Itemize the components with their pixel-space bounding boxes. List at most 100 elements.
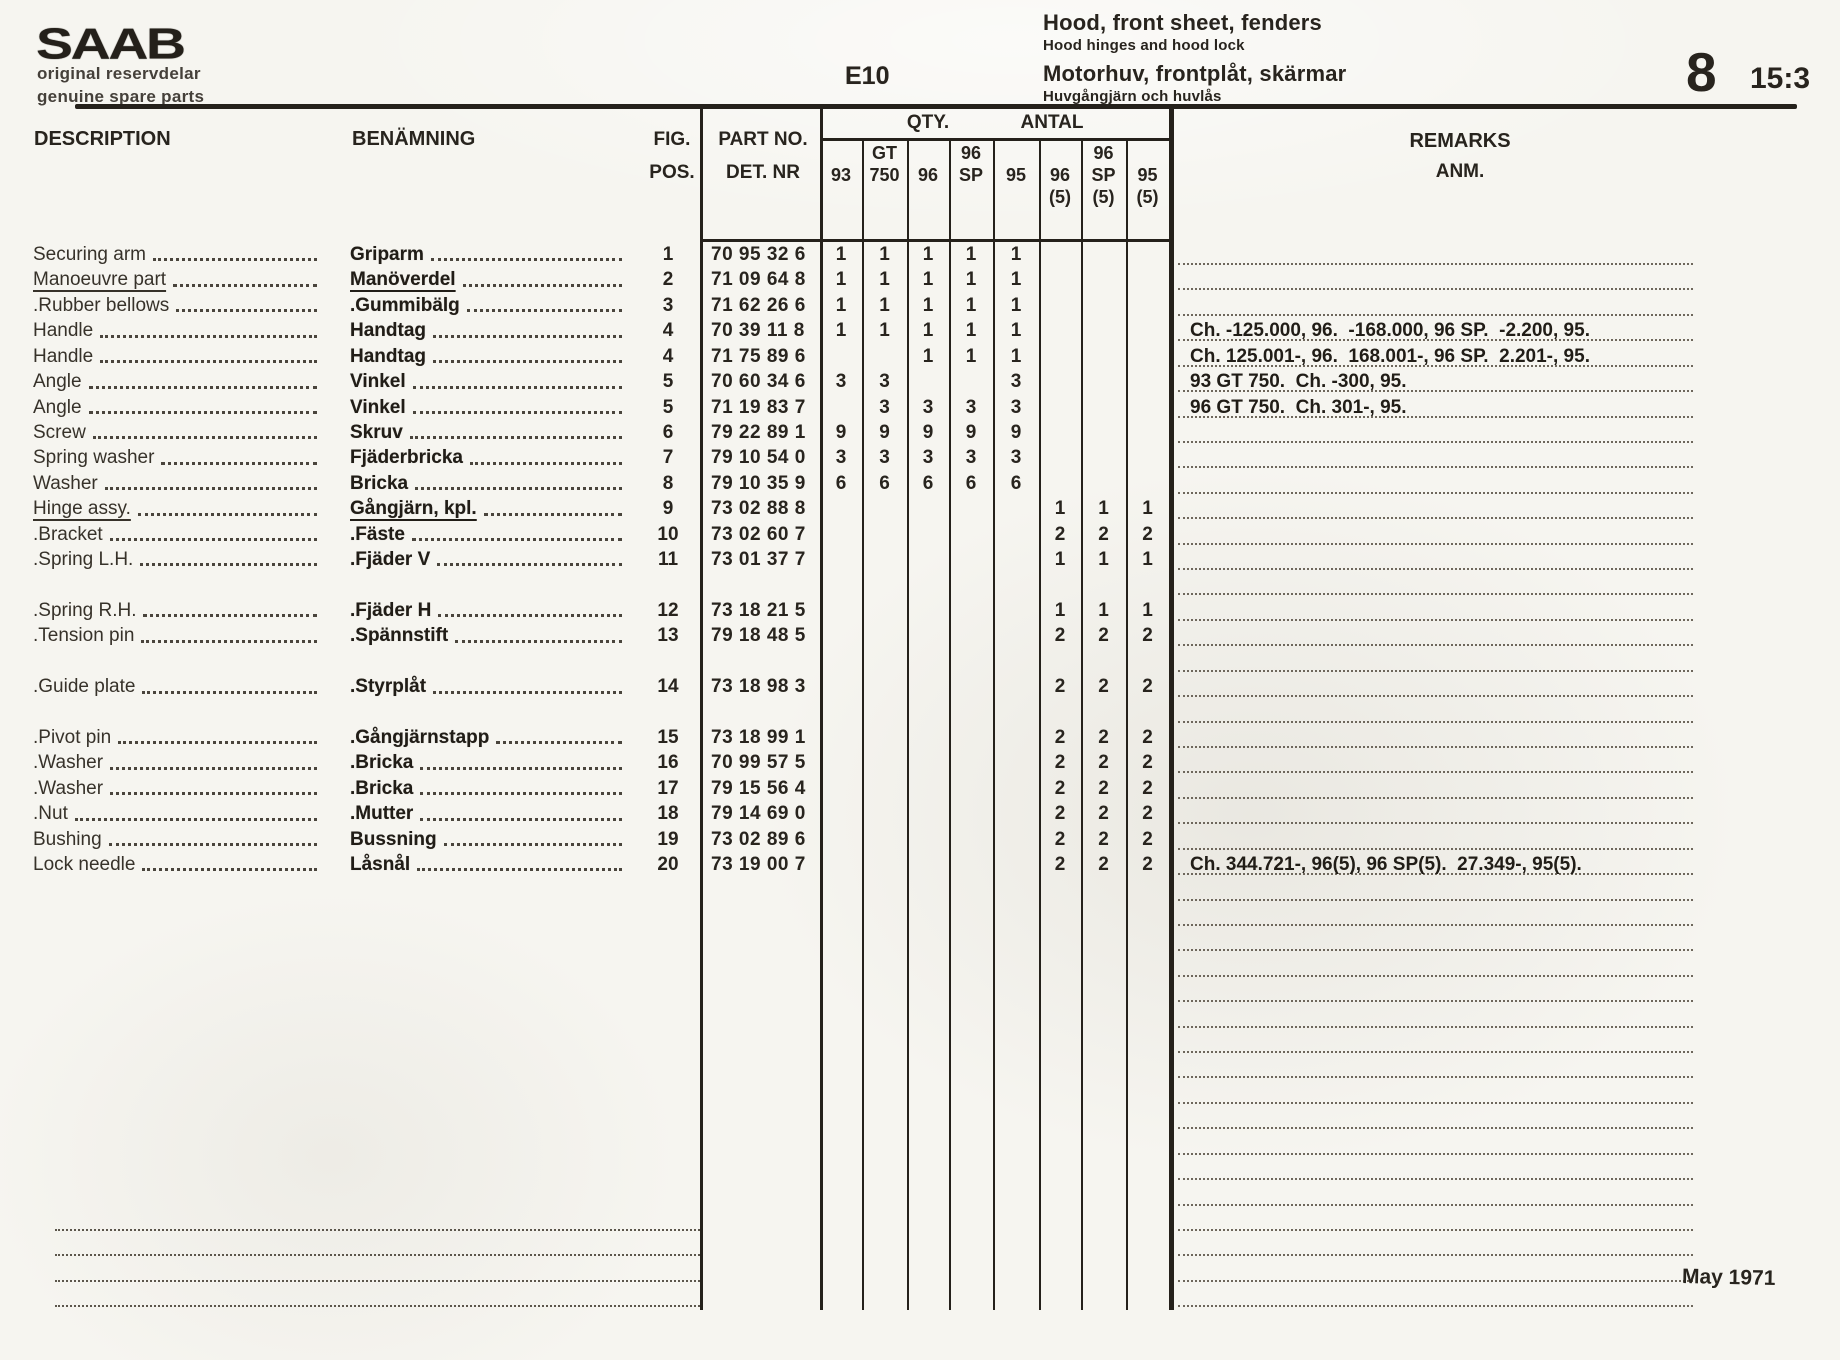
description-text: .Rubber bellows — [33, 294, 170, 316]
qty-cell: 6 — [835, 472, 847, 494]
fig-pos-cell: 16 — [657, 752, 679, 774]
dot-leader — [143, 598, 317, 618]
column-divider — [820, 107, 823, 1310]
qty-cell: 2 — [1054, 854, 1066, 876]
dot-leader — [109, 522, 317, 542]
qty-cell: 2 — [1054, 625, 1066, 647]
left-dotted-line — [55, 1305, 700, 1308]
description-text: Manoeuvre part — [33, 269, 167, 291]
qty-cell: 1 — [1054, 498, 1066, 520]
dot-leader — [417, 852, 622, 872]
remark-dotted-line — [1178, 923, 1693, 926]
empty-row — [0, 700, 1840, 725]
benamning-text: Manöverdel — [350, 269, 456, 291]
table-row: Handle Handtag 4 71 75 89 6 1 1 1 Ch. 125.001-,… — [0, 344, 1840, 369]
remark-dotted-line — [1178, 1178, 1693, 1181]
column-divider — [993, 140, 995, 1310]
remark-dotted-line — [1178, 415, 1693, 418]
dot-leader — [104, 471, 317, 491]
empty-row — [0, 649, 1840, 674]
remark-text: 96 GT 750. Ch. 301-, 95. — [1190, 396, 1407, 418]
description-text: .Nut — [33, 803, 68, 825]
description-cell: .Pivot pin — [33, 725, 320, 750]
left-dotted-line — [55, 1254, 700, 1257]
date-stamp: May 1971 — [1681, 1265, 1776, 1290]
part-no-cell: 73 18 99 1 — [711, 726, 806, 748]
qty-cell: 9 — [835, 421, 847, 443]
description-text: Handle — [33, 345, 94, 367]
page-ref: 15:3 — [1750, 62, 1811, 95]
benamning-text: Skruv — [350, 421, 403, 443]
qty-cell: 1 — [835, 320, 847, 342]
qty-cell: 1 — [835, 294, 847, 316]
benamning-text: .Gummibälg — [350, 294, 460, 316]
empty-row — [0, 954, 1840, 979]
dot-leader — [140, 547, 317, 567]
logo-subtitle-sv: original reservdelar — [37, 64, 201, 83]
anm-label: ANM. — [1435, 161, 1485, 182]
remark-dotted-line — [1178, 898, 1693, 901]
qty-cell: 2 — [1142, 803, 1153, 825]
qty-cell: 2 — [1142, 854, 1153, 876]
remark-dotted-line — [1178, 1127, 1693, 1130]
column-header-fig: FIG. — [653, 129, 691, 150]
description-cell: Angle — [33, 395, 320, 420]
qty-cell: 3 — [879, 371, 890, 393]
remark-dotted-line — [1178, 288, 1693, 291]
dot-leader — [496, 725, 622, 745]
remark-dotted-line — [1178, 1203, 1693, 1206]
remark-dotted-line — [1178, 542, 1693, 545]
benamning-text: Låsnål — [350, 854, 411, 876]
qty-column-header-line: 95 — [1005, 165, 1027, 185]
logo-subtitle-en: genuine spare parts — [37, 87, 205, 106]
qty-column-header-line — [821, 142, 861, 164]
qty-cell: 2 — [1054, 803, 1066, 825]
dot-leader — [161, 445, 317, 465]
qty-cell: 2 — [1142, 828, 1153, 850]
qty-cell: 2 — [1142, 625, 1153, 647]
fig-pos-cell: 7 — [662, 447, 674, 469]
remark-dotted-line — [1178, 1076, 1693, 1079]
remark-dotted-line — [1178, 390, 1693, 393]
remark-dotted-line — [1178, 491, 1693, 494]
remark-dotted-line — [1178, 771, 1693, 774]
qty-column-header: 96 — [908, 142, 948, 208]
empty-row — [0, 878, 1840, 903]
benamning-cell: .Gummibälg — [350, 293, 625, 318]
qty-column-header-line: GT — [872, 143, 897, 163]
qty-column-header-line: (5) — [1092, 187, 1115, 207]
dot-leader — [142, 674, 317, 694]
qty-header-underline — [820, 138, 1171, 141]
column-divider — [862, 140, 864, 1310]
qty-column-header: 96 SP — [950, 142, 992, 208]
dot-leader — [415, 471, 622, 491]
benamning-cell: Skruv — [350, 420, 625, 445]
qty-cell: 1 — [835, 269, 847, 291]
fig-pos-cell: 19 — [657, 828, 679, 850]
qty-cell: 3 — [922, 396, 934, 418]
remarks-label: REMARKS — [1409, 130, 1511, 152]
benamning-cell: .Gångjärnstapp — [350, 725, 625, 750]
dot-leader — [153, 242, 317, 262]
description-cell: Handle — [33, 318, 320, 343]
benamning-text: Handtag — [350, 345, 426, 367]
qty-column-header-line — [863, 186, 906, 208]
qty-cell: 3 — [1010, 371, 1022, 393]
remark-text: Ch. 344.721-, 96(5), 96 SP(5). 27.349-, … — [1190, 854, 1582, 876]
qty-column-header: 96 SP (5) — [1082, 142, 1125, 208]
qty-cell: 9 — [1010, 421, 1022, 443]
description-text: .Guide plate — [33, 676, 136, 698]
column-header-det-nr: DET. NR — [726, 162, 800, 183]
qty-cell: 6 — [879, 472, 890, 494]
qty-column-header-line: 96 — [1049, 165, 1071, 185]
part-no-cell: 71 62 26 6 — [711, 294, 806, 316]
column-divider — [907, 140, 909, 1310]
remark-dotted-line — [1178, 720, 1693, 723]
benamning-cell: .Mutter — [350, 801, 625, 826]
qty-cell: 1 — [879, 269, 890, 291]
qty-column-header: 93 — [821, 142, 861, 208]
description-text: .Spring L.H. — [33, 549, 134, 571]
benamning-cell: Handtag — [350, 318, 625, 343]
qty-cell: 3 — [835, 371, 847, 393]
empty-row — [0, 1284, 1840, 1309]
